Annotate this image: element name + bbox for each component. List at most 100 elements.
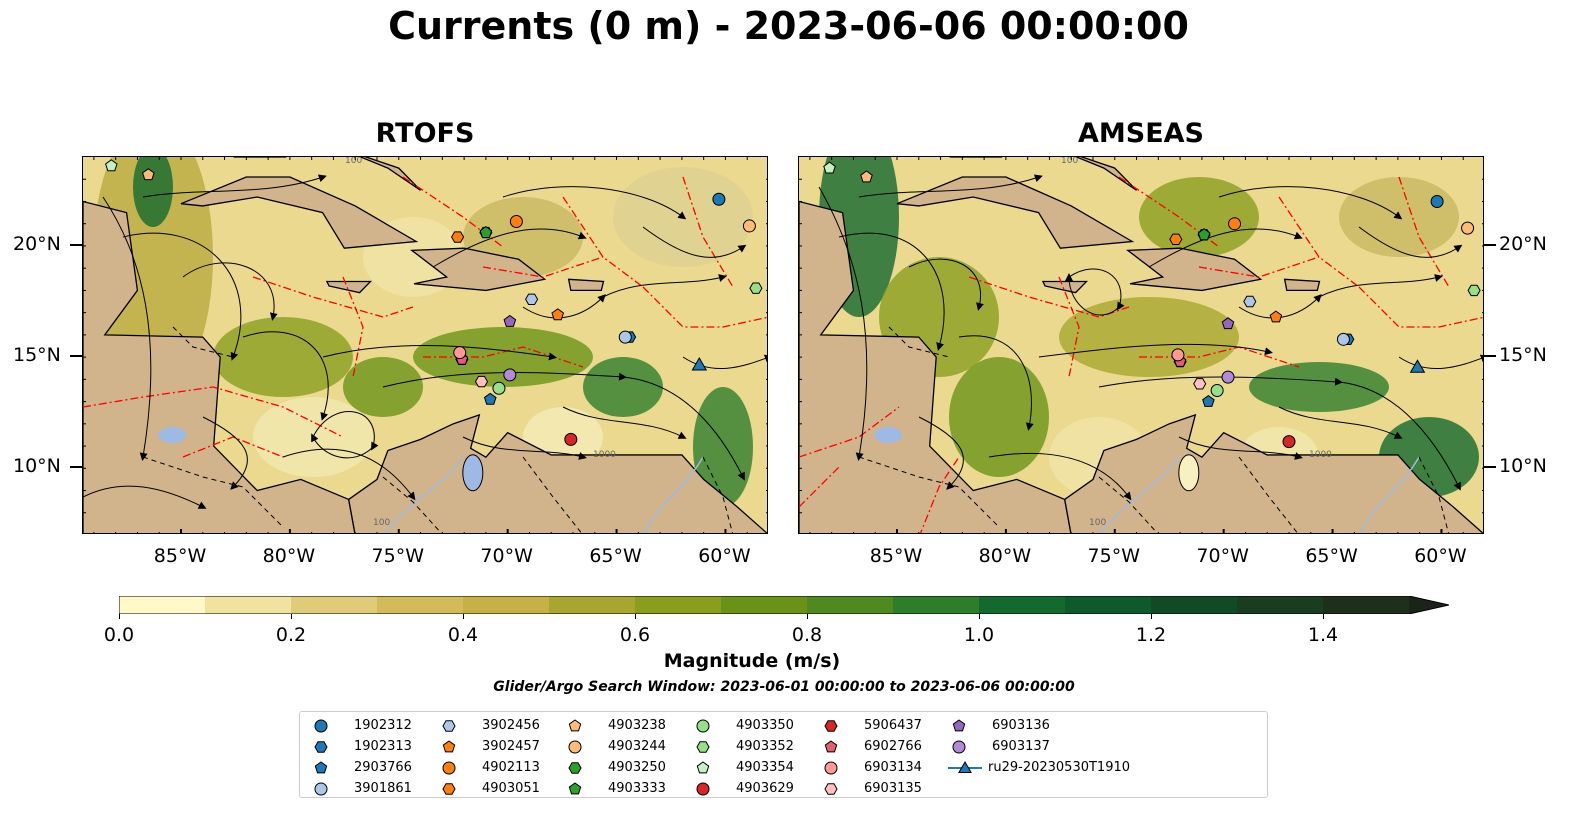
- float-marker[interactable]: [1269, 310, 1283, 323]
- float-marker[interactable]: [105, 159, 118, 172]
- legend-marker[interactable]: [952, 740, 966, 754]
- float-marker[interactable]: [1243, 295, 1257, 308]
- legend-marker[interactable]: [824, 740, 838, 753]
- float-marker[interactable]: [1430, 194, 1444, 208]
- float-marker[interactable]: [1171, 348, 1185, 362]
- float-marker[interactable]: [1467, 284, 1481, 297]
- current-streamline: [838, 232, 945, 351]
- isobath-label: 100: [373, 518, 390, 528]
- float-marker[interactable]: [1228, 217, 1242, 231]
- float-marker[interactable]: [742, 219, 756, 233]
- legend-marker[interactable]: [568, 782, 582, 795]
- lat-tick-mark: [1484, 243, 1496, 246]
- lon-tick-label: 75°W: [371, 545, 424, 567]
- float-marker[interactable]: [1221, 370, 1235, 384]
- legend-marker[interactable]: [314, 782, 328, 796]
- land-mass: [1063, 413, 1483, 533]
- float-marker[interactable]: [503, 314, 517, 327]
- current-streamline: [642, 226, 747, 258]
- legend-marker[interactable]: [952, 719, 966, 732]
- legend-marker[interactable]: [696, 719, 710, 733]
- colorbar-tick: [979, 614, 980, 619]
- float-marker[interactable]: [509, 214, 523, 228]
- float-marker[interactable]: [483, 392, 497, 405]
- legend-marker[interactable]: [314, 761, 328, 774]
- legend-marker[interactable]: [568, 762, 582, 774]
- float-marker[interactable]: [860, 170, 873, 183]
- isobath-label: 100: [345, 157, 362, 166]
- legend-marker[interactable]: [314, 741, 328, 753]
- current-streamline: [462, 436, 587, 460]
- legend-marker[interactable]: [314, 719, 328, 733]
- float-marker[interactable]: [551, 308, 565, 321]
- river: [1099, 456, 1180, 533]
- colorbar-segment: [807, 596, 894, 614]
- country-boundary: [1098, 476, 1158, 533]
- float-marker[interactable]: [1336, 332, 1350, 346]
- colorbar-tick: [807, 614, 808, 619]
- legend-marker[interactable]: [696, 741, 710, 753]
- float-marker[interactable]: [1221, 317, 1235, 330]
- float-marker[interactable]: [1202, 394, 1215, 407]
- legend-marker[interactable]: [442, 740, 456, 753]
- float-marker[interactable]: [1210, 383, 1224, 397]
- colorbar-segment: [635, 596, 722, 614]
- lat-tick-label: 20°N: [13, 232, 61, 255]
- land-mass: [567, 278, 605, 292]
- lon-tick-label: 70°W: [1196, 545, 1249, 567]
- rtofs-map[interactable]: 100 100 1000: [82, 156, 768, 534]
- amseas-map[interactable]: 100 100 1000: [798, 156, 1484, 534]
- float-marker[interactable]: [451, 231, 465, 243]
- float-marker[interactable]: [503, 368, 517, 382]
- current-streamline: [1398, 354, 1483, 370]
- legend-marker[interactable]: [824, 783, 838, 795]
- float-marker[interactable]: [492, 381, 506, 395]
- float-marker[interactable]: [1197, 228, 1211, 241]
- legend-marker[interactable]: [442, 783, 456, 795]
- glider-marker[interactable]: [691, 356, 708, 371]
- float-marker[interactable]: [618, 330, 632, 344]
- legend-label: 2903766: [354, 760, 412, 775]
- current-streamline: [918, 416, 964, 490]
- float-marker[interactable]: [712, 192, 726, 206]
- float-marker[interactable]: [1169, 233, 1183, 245]
- lat-tick-label: 20°N: [1499, 232, 1547, 255]
- float-marker[interactable]: [474, 375, 489, 388]
- float-marker[interactable]: [1461, 221, 1475, 235]
- legend-marker[interactable]: [958, 761, 972, 773]
- float-marker[interactable]: [823, 161, 836, 174]
- country-boundary: [858, 456, 1000, 528]
- legend-marker[interactable]: [696, 761, 710, 774]
- legend-marker[interactable]: [568, 740, 582, 754]
- legend-label: 4903051: [482, 781, 540, 796]
- float-marker[interactable]: [1193, 378, 1207, 390]
- float-marker[interactable]: [749, 282, 763, 294]
- lake-nicaragua: [158, 426, 187, 443]
- legend-marker[interactable]: [442, 761, 456, 775]
- float-marker[interactable]: [142, 168, 155, 181]
- country-boundary: [382, 476, 442, 533]
- isobath-label: 100: [1061, 157, 1078, 166]
- eez-boundary: [482, 256, 604, 278]
- colorbar-segment: [893, 596, 980, 614]
- float-marker[interactable]: [479, 225, 493, 238]
- colorbar-tick: [291, 614, 292, 619]
- speed-patch: [949, 357, 1049, 477]
- float-marker[interactable]: [525, 293, 539, 305]
- float-marker[interactable]: [1282, 435, 1296, 449]
- float-marker[interactable]: [564, 432, 578, 446]
- current-streamline: [1218, 186, 1403, 220]
- float-marker[interactable]: [453, 346, 467, 360]
- legend-marker[interactable]: [696, 782, 710, 796]
- colorbar-tick: [1323, 614, 1324, 619]
- current-streamline: [908, 258, 984, 311]
- speed-patch: [413, 327, 593, 387]
- legend-marker[interactable]: [442, 720, 456, 732]
- legend-marker[interactable]: [824, 720, 838, 732]
- panel-title-amseas: AMSEAS: [1078, 118, 1204, 149]
- glider-marker[interactable]: [1409, 359, 1426, 373]
- lon-tick-label: 60°W: [1414, 545, 1467, 567]
- legend-marker[interactable]: [824, 761, 838, 775]
- colorbar-tick-label: 0.6: [619, 624, 651, 646]
- legend-marker[interactable]: [568, 719, 582, 732]
